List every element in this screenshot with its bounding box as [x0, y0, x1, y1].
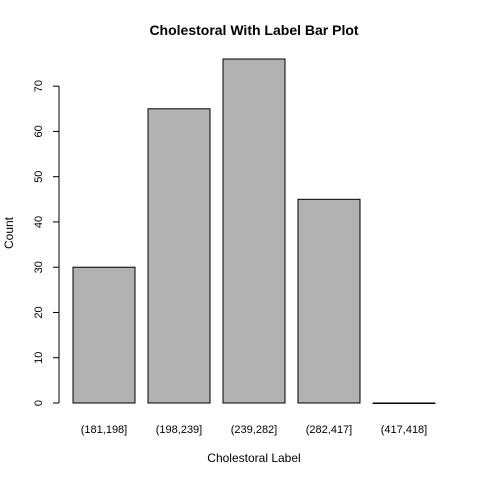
bar-4: [372, 402, 436, 404]
y-axis-label: Count: [2, 216, 16, 249]
x-tick-label-2: (239,282]: [231, 424, 277, 436]
chart-title: Cholestoral With Label Bar Plot: [149, 22, 358, 38]
x-tick-labels: (181,198] (198,239] (239,282] (282,417] (417…: [81, 424, 427, 436]
y-axis: 0 10 20 30 40 50 60 70: [33, 80, 60, 406]
x-tick-label-3: (282,417]: [306, 424, 352, 436]
bar-0: [72, 266, 136, 404]
x-tick-label-0: (181,198]: [81, 424, 127, 436]
x-tick-label-4: (417,418]: [381, 424, 427, 436]
y-tick-label-5: 50: [33, 171, 45, 183]
y-tick-label-7: 70: [33, 80, 45, 92]
y-tick-label-1: 10: [33, 352, 45, 364]
bars-group: [72, 58, 436, 404]
y-tick-label-0: 0: [33, 400, 45, 406]
y-tick-label-6: 60: [33, 125, 45, 137]
bar-3: [297, 198, 361, 404]
x-tick-label-1: (198,239]: [156, 424, 202, 436]
y-tick-label-4: 40: [33, 216, 45, 228]
bar-1: [147, 108, 211, 404]
y-tick-label-2: 20: [33, 306, 45, 318]
bar-2: [222, 58, 286, 404]
x-axis-label: Cholestoral Label: [207, 451, 300, 465]
y-tick-label-3: 30: [33, 261, 45, 273]
